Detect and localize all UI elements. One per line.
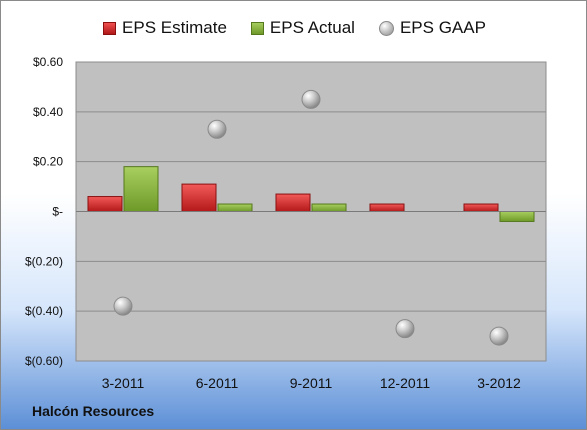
x-axis-ticks: 3-2011 6-2011 9-2011 12-2011 3-2012: [102, 375, 521, 391]
bars: [76, 166, 546, 222]
y-tick-label: $(0.40): [25, 304, 63, 318]
x-tick-label: 9-2011: [290, 375, 333, 391]
estimate-bar-3-2011: [87, 196, 123, 213]
gaap-point-3-2012: [489, 326, 509, 346]
actual-bar-3-2011: [123, 166, 159, 212]
gaap-point-3-2011: [113, 296, 133, 316]
y-tick-label: $0.40: [33, 105, 63, 119]
gaap-swatch: [378, 20, 394, 36]
estimate-bar-3-2012: [463, 203, 499, 212]
legend-item-gaap: EPS GAAP: [378, 18, 486, 38]
x-tick-label: 3-2012: [477, 375, 521, 391]
y-axis-ticks: $0.60 $0.40 $0.20 $- $(0.20) $(0.40) $(0.60): [25, 55, 63, 368]
x-tick-label: 3-2011: [102, 375, 145, 391]
gaap-points: [113, 89, 509, 346]
legend: EPS Estimate EPS Actual EPS GAAP: [1, 18, 586, 38]
gaap-point-12-2011: [395, 319, 415, 339]
actual-bar-3-2012: [499, 211, 535, 222]
y-tick-label: $-: [52, 205, 63, 219]
legend-label-estimate: EPS Estimate: [122, 18, 227, 37]
estimate-bar-9-2011: [275, 193, 311, 212]
company-name: Halcón Resources: [32, 403, 155, 419]
estimate-bar-6-2011: [181, 183, 217, 212]
legend-label-gaap: EPS GAAP: [399, 18, 486, 37]
legend-label-actual: EPS Actual: [269, 18, 355, 37]
y-tick-label: $0.60: [33, 55, 63, 69]
y-tick-label: $(0.60): [25, 354, 63, 368]
actual-bar-9-2011: [311, 203, 347, 212]
gaap-point-6-2011: [207, 119, 227, 139]
x-tick-label: 12-2011: [380, 375, 431, 391]
actual-bar-6-2011: [217, 203, 253, 212]
estimate-swatch: [103, 21, 117, 35]
estimate-bar-12-2011: [369, 203, 405, 212]
y-tick-label: $(0.20): [25, 254, 63, 268]
actual-swatch: [250, 21, 264, 35]
x-tick-label: 6-2011: [196, 375, 239, 391]
y-tick-label: $0.20: [33, 155, 63, 169]
gaap-point-9-2011: [301, 89, 321, 109]
legend-item-actual: EPS Actual: [250, 18, 355, 38]
legend-item-estimate: EPS Estimate: [103, 18, 227, 38]
